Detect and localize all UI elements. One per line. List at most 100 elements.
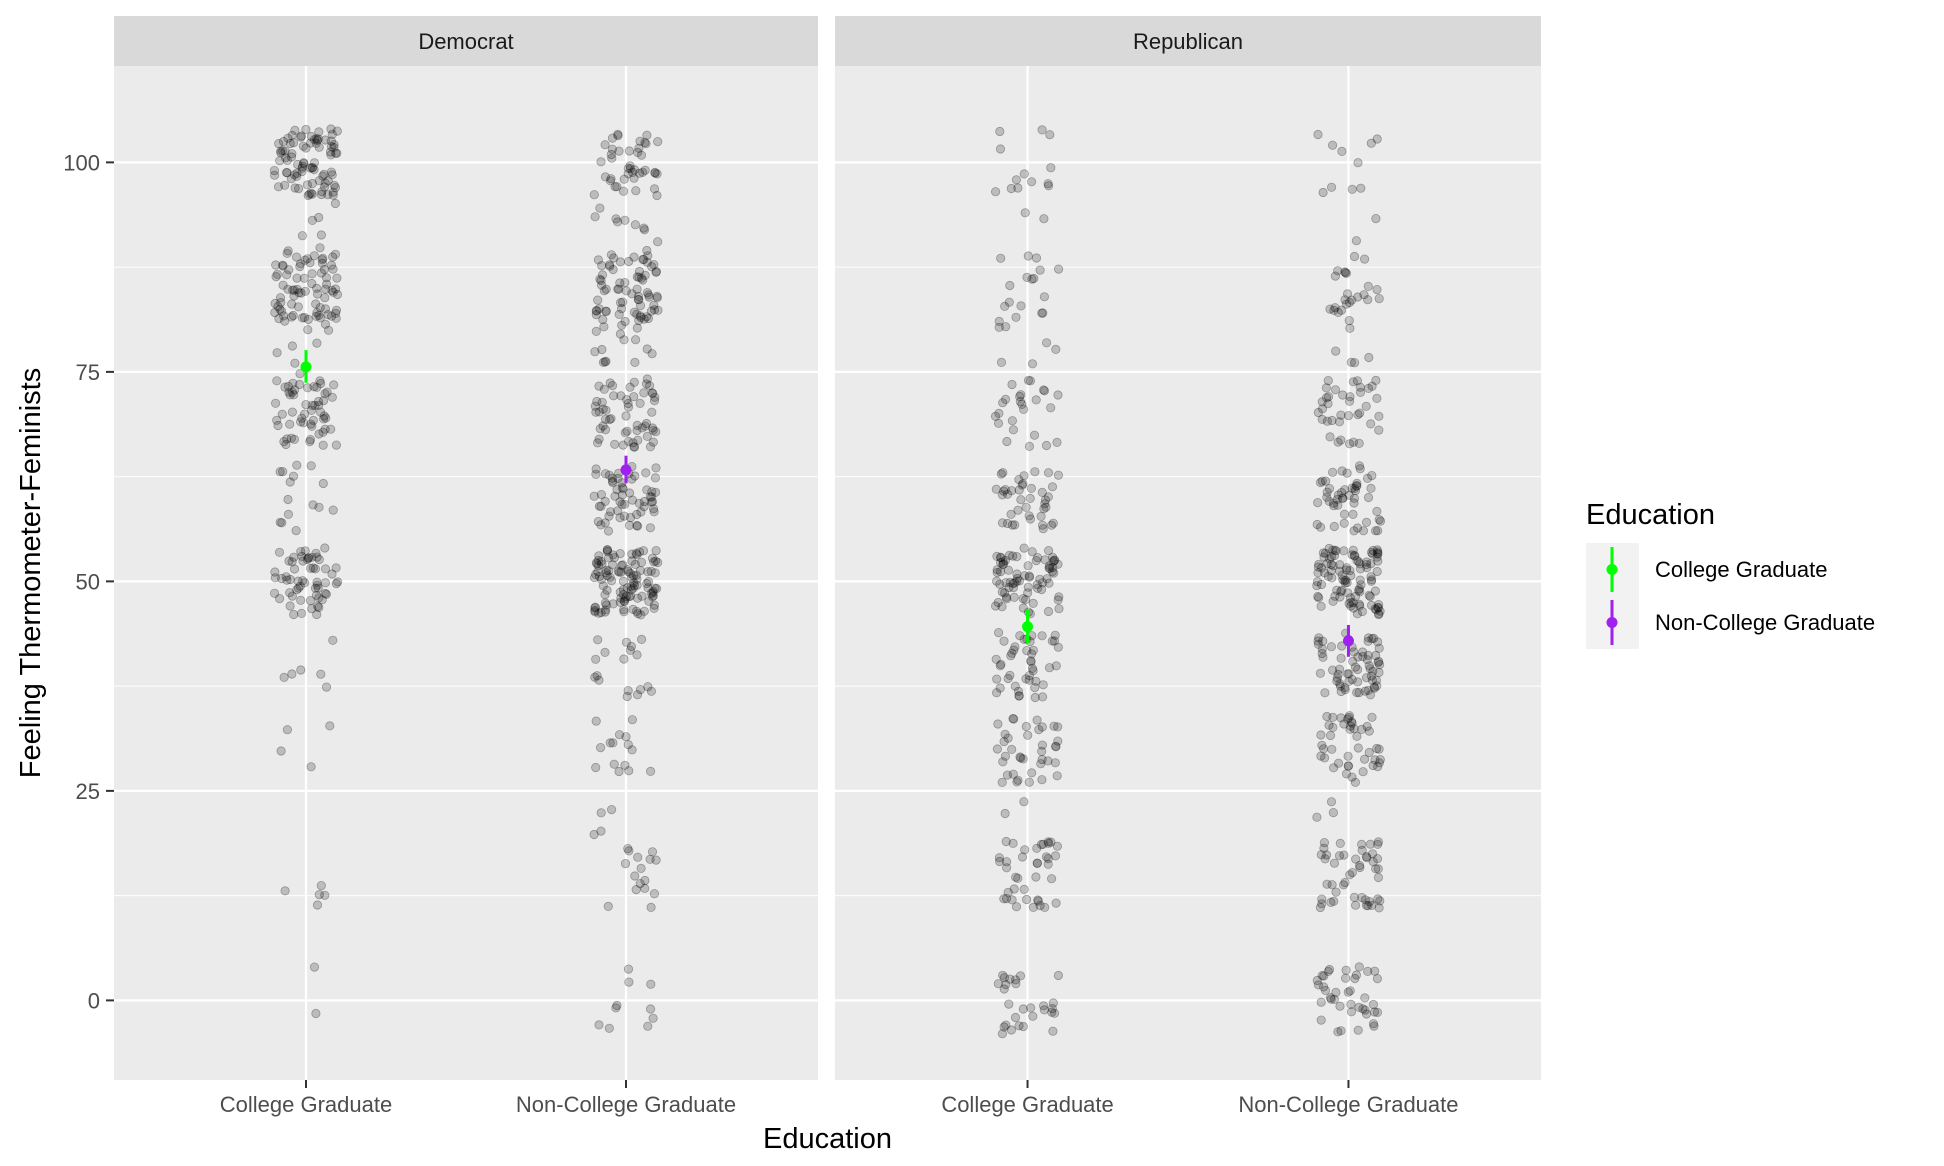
data-point: [312, 135, 322, 145]
data-point: [328, 635, 338, 645]
data-point: [1329, 858, 1340, 868]
data-point: [647, 423, 658, 433]
data-point: [1037, 584, 1047, 595]
data-point: [649, 300, 659, 310]
data-point: [1349, 251, 1360, 262]
data-point: [999, 736, 1009, 747]
data-point: [1360, 993, 1370, 1003]
data-point: [634, 498, 644, 508]
data-point: [635, 311, 646, 321]
data-point: [1356, 580, 1366, 590]
data-point: [288, 285, 298, 295]
data-point: [301, 143, 311, 153]
data-point: [1001, 578, 1011, 588]
data-point: [281, 572, 291, 582]
data-point: [647, 592, 658, 602]
data-point: [1320, 688, 1330, 698]
data-point: [309, 164, 319, 175]
data-point: [618, 297, 628, 307]
data-point: [995, 661, 1005, 671]
data-point: [1011, 978, 1021, 989]
data-point: [1038, 524, 1048, 534]
y-tick-label: 0: [88, 988, 100, 1013]
data-point: [643, 1021, 653, 1031]
data-point: [1001, 863, 1012, 873]
data-point: [1050, 1008, 1060, 1018]
data-point: [302, 383, 313, 393]
data-point: [1344, 490, 1354, 500]
data-point: [598, 581, 608, 591]
data-point: [592, 305, 602, 316]
data-point: [636, 273, 647, 283]
data-point: [997, 587, 1007, 597]
data-point: [650, 487, 661, 497]
data-point: [285, 588, 295, 598]
data-point: [293, 184, 304, 194]
data-point: [624, 591, 634, 602]
data-point: [636, 312, 646, 323]
data-point: [594, 501, 605, 511]
data-point: [312, 307, 322, 318]
data-point: [1333, 500, 1343, 510]
data-point: [1331, 887, 1341, 897]
data-point: [1018, 593, 1028, 604]
data-point: [1363, 295, 1373, 305]
data-point: [1008, 769, 1018, 779]
data-point: [1353, 1025, 1363, 1035]
data-point: [306, 419, 316, 429]
data-point: [1320, 854, 1330, 864]
data-point: [593, 555, 604, 566]
data-point: [1053, 470, 1064, 480]
data-point: [1047, 874, 1057, 884]
data-point: [1326, 797, 1337, 807]
data-point: [312, 900, 323, 910]
data-point: [624, 256, 634, 267]
data-point: [311, 548, 321, 558]
data-point: [1035, 900, 1045, 911]
data-point: [1315, 668, 1326, 678]
data-point: [1334, 664, 1345, 674]
data-point: [649, 557, 659, 567]
data-point: [999, 894, 1009, 904]
data-point: [1341, 575, 1351, 585]
data-point: [1353, 652, 1363, 662]
data-point: [993, 597, 1003, 608]
data-point: [1346, 717, 1357, 727]
data-point: [322, 387, 332, 397]
data-point: [1329, 896, 1339, 906]
data-point: [623, 169, 633, 179]
data-point: [1333, 669, 1343, 680]
data-point: [1361, 673, 1372, 683]
data-point: [633, 608, 643, 619]
data-point: [1354, 584, 1365, 594]
data-point: [626, 641, 637, 652]
data-point: [280, 153, 291, 163]
data-point: [605, 507, 616, 517]
data-point: [270, 573, 280, 583]
data-point: [992, 674, 1002, 684]
data-point: [653, 237, 663, 247]
data-point: [640, 270, 650, 280]
data-point: [1343, 669, 1353, 679]
data-point: [1024, 670, 1035, 681]
data-point: [1335, 838, 1345, 849]
data-point: [995, 126, 1005, 137]
data-point: [1367, 634, 1377, 644]
data-point: [1345, 724, 1355, 734]
data-point: [272, 415, 282, 425]
data-point: [624, 146, 635, 156]
data-point: [1350, 358, 1360, 368]
data-point: [632, 593, 643, 603]
data-point: [1368, 999, 1379, 1010]
data-point: [1375, 754, 1385, 765]
data-point: [326, 260, 337, 270]
data-point: [607, 133, 618, 143]
data-point: [999, 1022, 1009, 1032]
data-point: [625, 382, 635, 392]
data-point: [998, 757, 1008, 767]
data-point: [316, 230, 326, 240]
data-point: [280, 886, 290, 896]
data-point: [623, 685, 633, 696]
data-point: [311, 138, 321, 148]
data-point: [624, 520, 635, 531]
